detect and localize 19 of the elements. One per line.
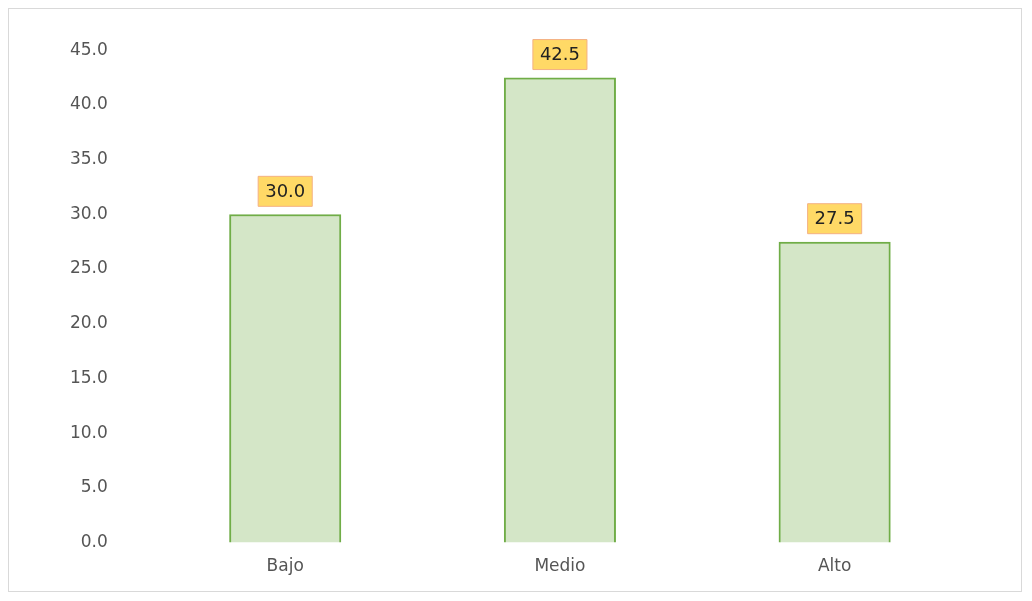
bar: [229, 214, 342, 543]
y-tick-label: 25.0: [69, 257, 108, 278]
y-tick-label: 45.0: [69, 38, 108, 59]
bar: [778, 241, 891, 543]
y-tick-label: 0.0: [80, 531, 108, 552]
y-tick-label: 15.0: [69, 366, 108, 387]
data-label: 30.0: [265, 180, 306, 202]
y-tick-label: 20.0: [69, 312, 108, 333]
x-tick-label: Alto: [817, 555, 852, 576]
y-tick-label: 40.0: [69, 93, 108, 114]
y-tick-label: 30.0: [69, 202, 108, 223]
bar: [503, 77, 616, 543]
y-tick-label: 5.0: [80, 476, 108, 497]
x-tick-label: Bajo: [266, 555, 304, 576]
x-tick-label: Medio: [534, 555, 586, 576]
data-label: 27.5: [814, 207, 855, 229]
data-label: 42.5: [539, 43, 580, 65]
y-tick-label: 10.0: [69, 421, 108, 442]
y-tick-label: 35.0: [69, 148, 108, 169]
